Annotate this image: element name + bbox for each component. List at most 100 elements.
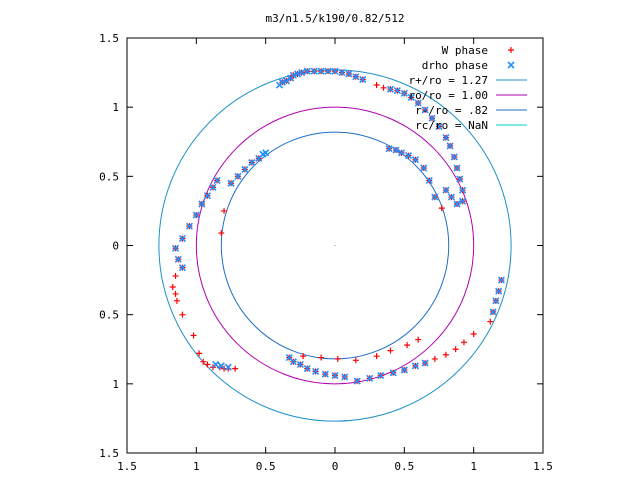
drho-phase-point (431, 193, 439, 201)
drho-phase-point (331, 67, 339, 75)
x-tick-label: 1 (470, 460, 477, 473)
w-phase-point (334, 355, 341, 362)
y-tick-label: 0.5 (99, 309, 119, 322)
w-phase-point (169, 284, 176, 290)
drho-phase-point (397, 149, 406, 157)
w-phase-point (431, 355, 438, 362)
drho-phase-point (293, 70, 302, 78)
w-phase-point (442, 351, 449, 358)
drho-phase-point (234, 172, 242, 180)
drho-phase-point (203, 192, 211, 200)
y-tick-label: 1.5 (99, 447, 119, 460)
drho-phase-point (393, 87, 401, 95)
x-tick-label: 1.5 (117, 460, 137, 473)
w-phase-point (173, 297, 180, 304)
drho-phase-point (298, 69, 306, 77)
drho-phase-point (442, 134, 450, 142)
series-1 (171, 67, 505, 385)
drho-phase-point (324, 67, 332, 75)
x-tick-label: 1.5 (533, 460, 553, 473)
drho-phase-point (192, 211, 200, 219)
circle-1 (195, 106, 475, 385)
w-phase-point (218, 230, 225, 237)
w-phase-point (404, 342, 411, 349)
drho-phase-point (303, 67, 311, 75)
drho-phase-point (392, 146, 400, 154)
drho-phase-point (352, 73, 360, 81)
drho-phase-point (400, 366, 408, 374)
drho-phase-point (217, 362, 225, 370)
y-tick-label: 0.5 (99, 170, 119, 183)
data-series (169, 67, 505, 385)
w-phase-point (179, 311, 186, 318)
w-phase-point (172, 290, 179, 297)
drho-phase-point (331, 371, 339, 380)
drho-phase-point (385, 145, 393, 153)
chart-title: m3/n1.5/k190/0.82/512 (265, 12, 404, 25)
w-phase-point (487, 318, 494, 325)
drho-phase-point (353, 377, 361, 385)
legend-label: rc/ro = NaN (415, 119, 488, 132)
drho-phase-point (459, 197, 467, 205)
w-phase-point (387, 347, 394, 354)
drho-phase-point (285, 353, 293, 362)
drho-phase-point (248, 158, 256, 167)
legend-label: r+/ro = 1.27 (409, 74, 488, 87)
y-tick-label: 1 (112, 101, 119, 114)
w-phase-point (470, 331, 477, 338)
drho-phase-point (312, 367, 320, 375)
w-phase-point (373, 353, 380, 360)
x-tick-label: 0 (332, 460, 339, 473)
drho-phase-point (386, 85, 395, 93)
w-phase-point (438, 205, 445, 212)
drho-phase-point (497, 276, 505, 284)
drho-phase-point (366, 374, 374, 382)
legend-marker-plus (508, 47, 514, 53)
drho-phase-point (389, 369, 397, 377)
drho-phase-point (407, 93, 415, 102)
drho-phase-point (421, 359, 429, 367)
drho-phase-point (198, 200, 206, 208)
drho-phase-point (435, 122, 443, 131)
drho-phase-point (442, 186, 450, 194)
w-phase-point (204, 361, 211, 368)
drho-phase-point (459, 186, 467, 194)
drho-phase-point (185, 222, 193, 230)
drho-phase-point (453, 164, 461, 172)
drho-phase-point (425, 176, 433, 185)
drho-phase-point (420, 164, 428, 172)
drho-phase-point (495, 287, 503, 295)
drho-phase-point (296, 360, 304, 369)
drho-phase-point (428, 114, 436, 122)
w-phase-point (172, 272, 179, 279)
drho-phase-point (241, 165, 249, 173)
drho-phase-point (377, 371, 385, 380)
drho-phase-point (259, 150, 267, 158)
w-phase-point (190, 332, 197, 339)
drho-phase-point (321, 370, 329, 378)
drho-phase-point (345, 70, 353, 78)
drho-phase-point (212, 360, 220, 369)
y-tick-label: 1.5 (99, 32, 119, 45)
origin-dot (334, 245, 336, 246)
legend: W phase drho phase r+/ro = 1.27 ro/ro = 1.0… (409, 44, 527, 132)
x-tick-label: 1 (193, 460, 200, 473)
drho-phase-point (341, 373, 349, 381)
drho-phase-point (209, 183, 217, 191)
drho-phase-point (227, 179, 235, 187)
drho-phase-point (453, 200, 461, 208)
axis-ticks: 1.5 1 0.5 0 0.5 1 1.51.510.500.511.5 (99, 32, 553, 473)
drho-phase-point (317, 67, 325, 75)
drho-phase-point (450, 153, 458, 161)
w-phase-point (232, 365, 239, 372)
drho-phase-point (310, 67, 318, 75)
w-phase-point (196, 350, 203, 357)
drho-phase-point (456, 175, 464, 183)
legend-label: ro/ro = 1.00 (409, 89, 488, 102)
drho-phase-point (224, 363, 232, 371)
drho-phase-point (171, 244, 180, 252)
w-phase-point (221, 207, 228, 214)
drho-phase-point (213, 176, 221, 185)
